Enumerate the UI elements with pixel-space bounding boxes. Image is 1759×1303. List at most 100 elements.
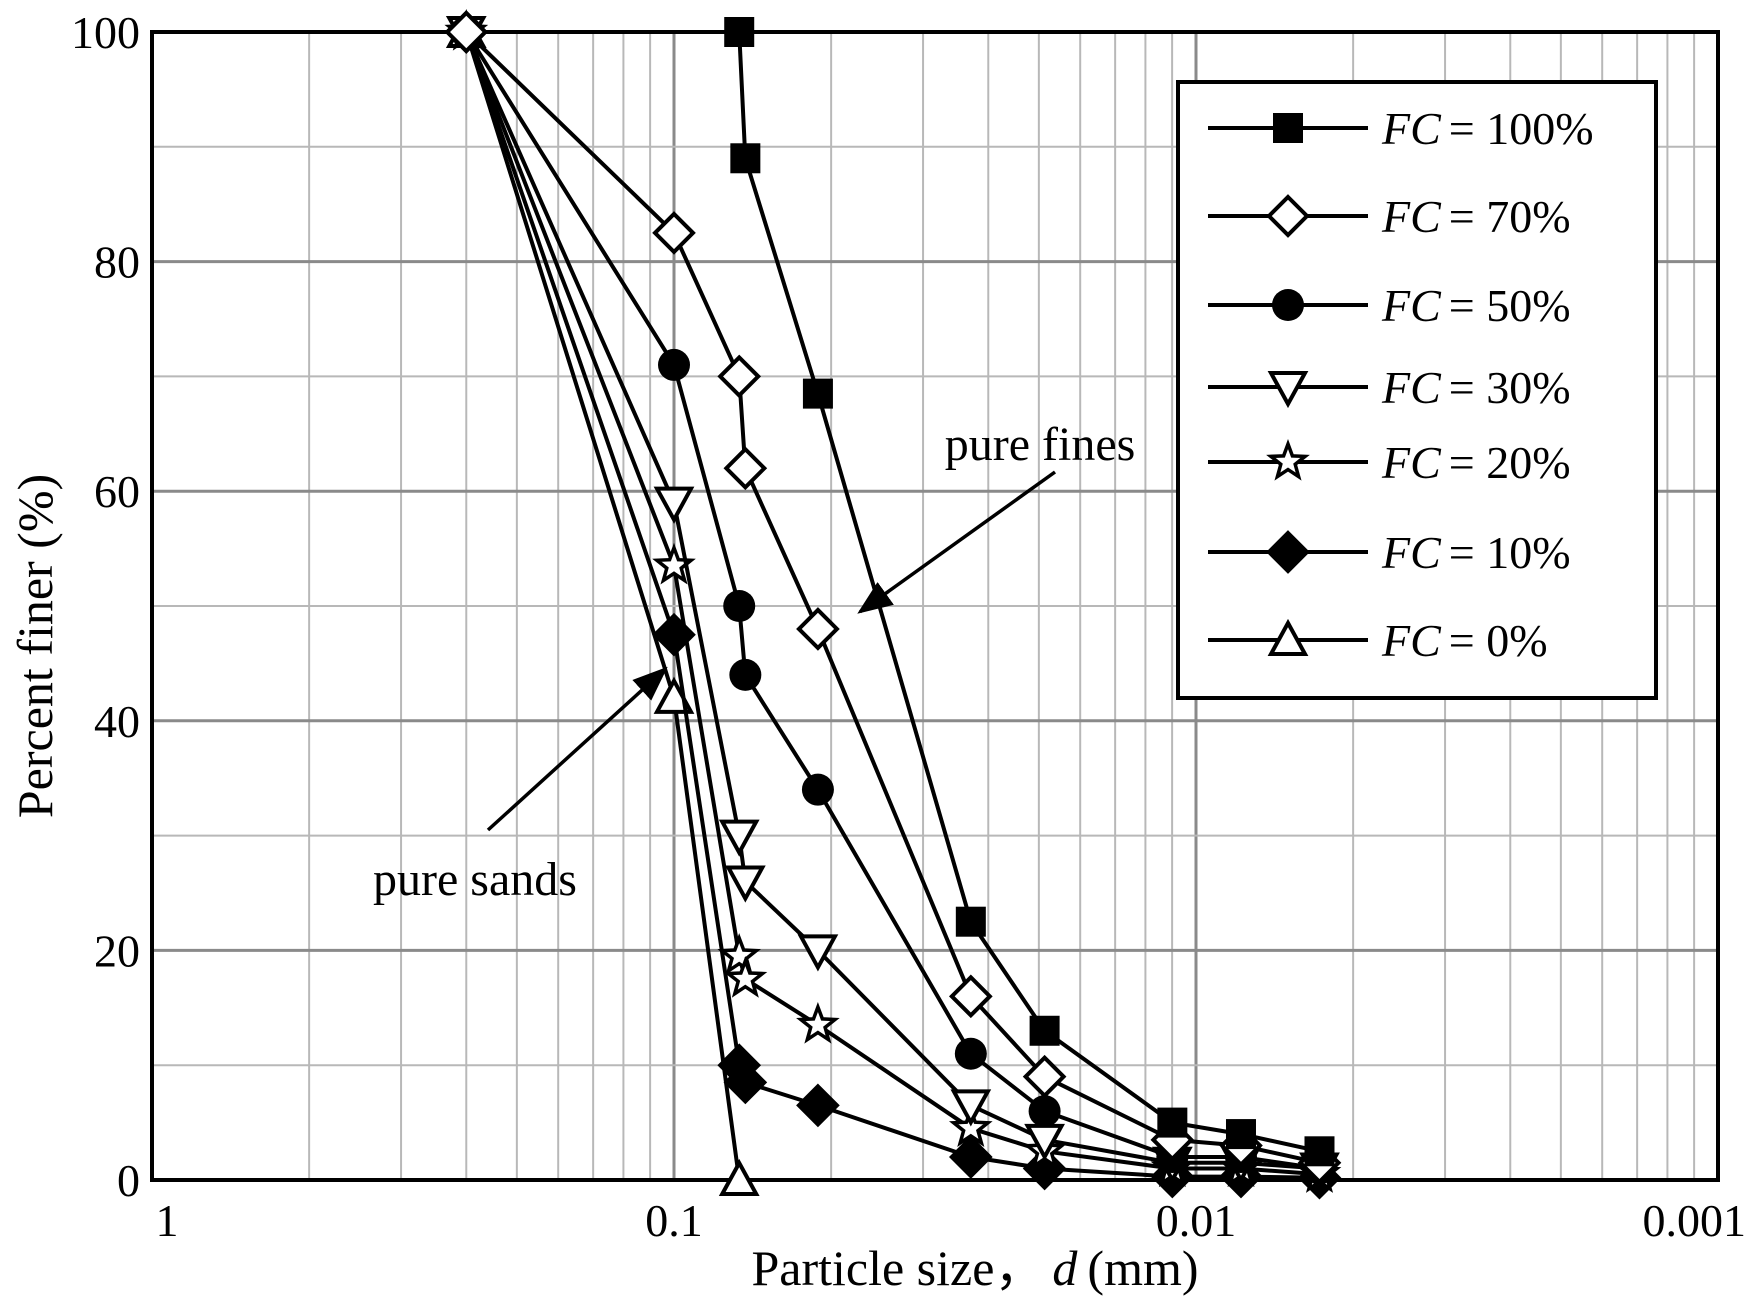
annotation-pure-fines: pure fines [945, 418, 1136, 471]
legend-item: FC = 50% [1208, 280, 1571, 331]
legend-item: FC = 10% [1208, 527, 1571, 578]
square-marker [730, 143, 761, 174]
legend-label-var: FC [1381, 362, 1442, 413]
x-axis-title-unit: (mm) [1087, 1240, 1198, 1296]
legend-item: FC = 70% [1208, 191, 1571, 242]
diamond-marker [723, 1060, 768, 1105]
square-marker [1304, 1136, 1335, 1167]
legend-label-var: FC [1381, 615, 1442, 666]
diamond-marker [444, 10, 489, 54]
y-tick-label: 100 [71, 7, 140, 58]
x-axis-title-var: d [1052, 1240, 1078, 1296]
star-marker [723, 956, 768, 998]
legend-label-value: = 100% [1449, 103, 1594, 154]
diamond-marker [796, 607, 840, 651]
square-marker [955, 906, 986, 937]
star-marker [948, 1105, 993, 1147]
diamond-marker [717, 354, 762, 399]
y-axis-ticks: 0 20 40 60 80 100 [71, 7, 140, 1206]
triangle-down-marker [724, 865, 766, 903]
y-axis-title: Percent finer (%) [7, 474, 63, 818]
x-axis-title-text: Particle size， [751, 1240, 1044, 1296]
y-tick-label: 80 [94, 237, 140, 288]
square-marker [1225, 1119, 1256, 1150]
diamond-marker [652, 211, 696, 255]
legend-label-var: FC [1381, 103, 1442, 154]
annotation-arrow [857, 470, 1057, 614]
circle-marker [801, 773, 834, 806]
plot-frame [150, 30, 1720, 1182]
diamond-marker [723, 446, 768, 491]
legend-label: FC = 100% [1381, 103, 1594, 154]
y-tick-label: 0 [117, 1155, 140, 1206]
series-line [464, 30, 1320, 1171]
diamond-marker [1266, 194, 1310, 238]
triangle-up-marker [1267, 618, 1309, 656]
series-100-percent [724, 17, 1335, 1167]
star-marker [1266, 438, 1310, 481]
y-tick-label: 20 [94, 925, 140, 976]
circle-marker [954, 1037, 987, 1070]
triangle-down-marker [653, 486, 695, 524]
triangle-up-marker [718, 1158, 760, 1196]
annotation-pure-sands: pure sands [373, 853, 577, 906]
legend-item: FC = 100% [1208, 103, 1594, 154]
legend-item: FC = 20% [1208, 437, 1571, 488]
series-0-percent [445, 10, 760, 1196]
series-line [464, 30, 1320, 1165]
annotation-arrow [486, 666, 668, 832]
x-tick-label: 1 [156, 1195, 179, 1246]
diamond-marker [1022, 1054, 1067, 1099]
x-tick-label: 0.1 [645, 1195, 703, 1246]
triangle-down-marker [797, 934, 839, 972]
series-line [464, 31, 1320, 1177]
legend-label: FC = 50% [1381, 280, 1571, 331]
circle-marker [1272, 289, 1304, 321]
y-tick-label: 40 [94, 696, 140, 747]
circle-marker [658, 348, 690, 381]
circle-marker [723, 590, 756, 622]
legend-label-value: = 10% [1449, 527, 1571, 578]
legend-label-var: FC [1381, 191, 1442, 242]
x-tick-label: 0.001 [1643, 1195, 1747, 1246]
data-series [444, 9, 1342, 1200]
star-marker [717, 933, 762, 975]
diamond-marker [796, 1083, 840, 1128]
star-marker [796, 1002, 840, 1044]
x-axis-title: Particle size， d (mm) [751, 1240, 1198, 1296]
legend: FC = 100%FC = 70%FC = 50%FC = 30%FC = 20%FC = … [1176, 80, 1658, 700]
legend-label-value: = 70% [1449, 191, 1571, 242]
triangle-down-marker [718, 819, 760, 857]
diamond-marker [1266, 530, 1310, 574]
legend-label: FC = 30% [1381, 362, 1571, 413]
square-marker [1273, 113, 1303, 143]
legend-label-var: FC [1381, 437, 1442, 488]
triangle-down-marker [1267, 371, 1309, 409]
series-line [464, 31, 1320, 1171]
legend-label-value: = 20% [1449, 437, 1571, 488]
annotations: pure fines pure sands [373, 418, 1135, 906]
legend-label-var: FC [1381, 527, 1442, 578]
x-tick-label: 0.01 [1156, 1195, 1237, 1246]
legend-label: FC = 10% [1381, 527, 1571, 578]
x-axis-ticks: 1 0.1 0.01 0.001 [156, 1195, 1747, 1246]
circle-marker [1028, 1095, 1061, 1128]
y-tick-label: 60 [94, 466, 140, 517]
legend-label-value: = 50% [1449, 280, 1571, 331]
square-marker [724, 17, 755, 47]
legend-label-value: = 30% [1449, 362, 1571, 413]
square-marker [1029, 1015, 1060, 1046]
legend-label: FC = 20% [1381, 437, 1571, 488]
diamond-marker [948, 974, 993, 1019]
square-marker [1157, 1107, 1188, 1138]
legend-label-value: = 0% [1449, 615, 1548, 666]
series-line [464, 31, 1320, 1180]
square-marker [802, 378, 833, 409]
legend-label: FC = 70% [1381, 191, 1571, 242]
legend-box [1176, 80, 1658, 700]
circle-marker [729, 658, 762, 691]
legend-item: FC = 30% [1208, 362, 1571, 413]
legend-label-var: FC [1381, 280, 1442, 331]
legend-item: FC = 0% [1208, 615, 1548, 666]
